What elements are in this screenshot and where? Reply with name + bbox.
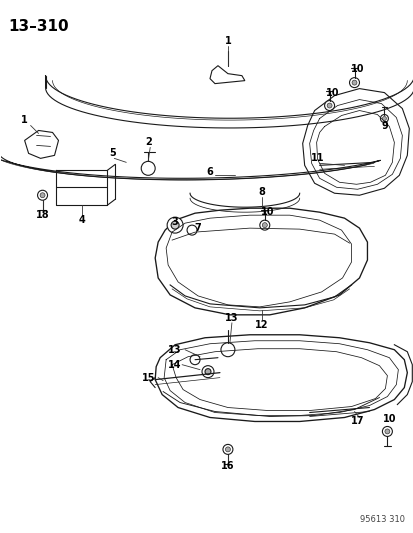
Text: 16: 16 <box>221 462 234 471</box>
Circle shape <box>324 101 334 110</box>
Text: 95613 310: 95613 310 <box>359 515 404 524</box>
Circle shape <box>225 447 230 452</box>
Circle shape <box>202 366 214 377</box>
Circle shape <box>190 354 199 365</box>
Text: 2: 2 <box>145 138 151 148</box>
Text: 15: 15 <box>141 373 154 383</box>
Circle shape <box>38 190 47 200</box>
Circle shape <box>141 161 155 175</box>
Text: 7: 7 <box>194 223 201 233</box>
Text: 8: 8 <box>258 187 265 197</box>
Text: 6: 6 <box>206 167 213 177</box>
Circle shape <box>40 193 45 198</box>
Circle shape <box>221 343 234 357</box>
Circle shape <box>382 426 392 437</box>
Circle shape <box>167 217 183 233</box>
Polygon shape <box>155 335 406 422</box>
Circle shape <box>380 115 387 123</box>
Text: 12: 12 <box>254 320 268 330</box>
Text: 10: 10 <box>382 415 395 424</box>
Circle shape <box>349 78 358 87</box>
Text: 4: 4 <box>79 215 85 225</box>
Text: 1: 1 <box>224 36 231 46</box>
Text: 13: 13 <box>168 345 181 355</box>
Text: 9: 9 <box>380 122 387 132</box>
Polygon shape <box>302 88 408 195</box>
Circle shape <box>223 445 233 454</box>
Circle shape <box>384 429 389 434</box>
Text: 14: 14 <box>168 360 181 370</box>
Text: 13–310: 13–310 <box>9 19 69 34</box>
Text: 17: 17 <box>350 416 363 426</box>
Text: 13: 13 <box>225 313 238 323</box>
Circle shape <box>262 223 267 228</box>
Circle shape <box>351 80 356 85</box>
Circle shape <box>326 103 331 108</box>
Circle shape <box>204 369 211 375</box>
Polygon shape <box>155 208 367 315</box>
Polygon shape <box>209 66 244 84</box>
Text: 10: 10 <box>350 63 363 74</box>
Text: 5: 5 <box>109 148 115 158</box>
Text: 11: 11 <box>310 154 324 163</box>
Circle shape <box>259 220 269 230</box>
Text: 10: 10 <box>261 207 274 217</box>
Circle shape <box>187 225 197 235</box>
Text: 3: 3 <box>171 217 178 227</box>
Polygon shape <box>24 131 58 158</box>
Text: 10: 10 <box>325 87 339 98</box>
Text: 18: 18 <box>36 210 49 220</box>
Circle shape <box>171 221 179 229</box>
Circle shape <box>382 117 385 120</box>
Text: 1: 1 <box>21 116 28 125</box>
